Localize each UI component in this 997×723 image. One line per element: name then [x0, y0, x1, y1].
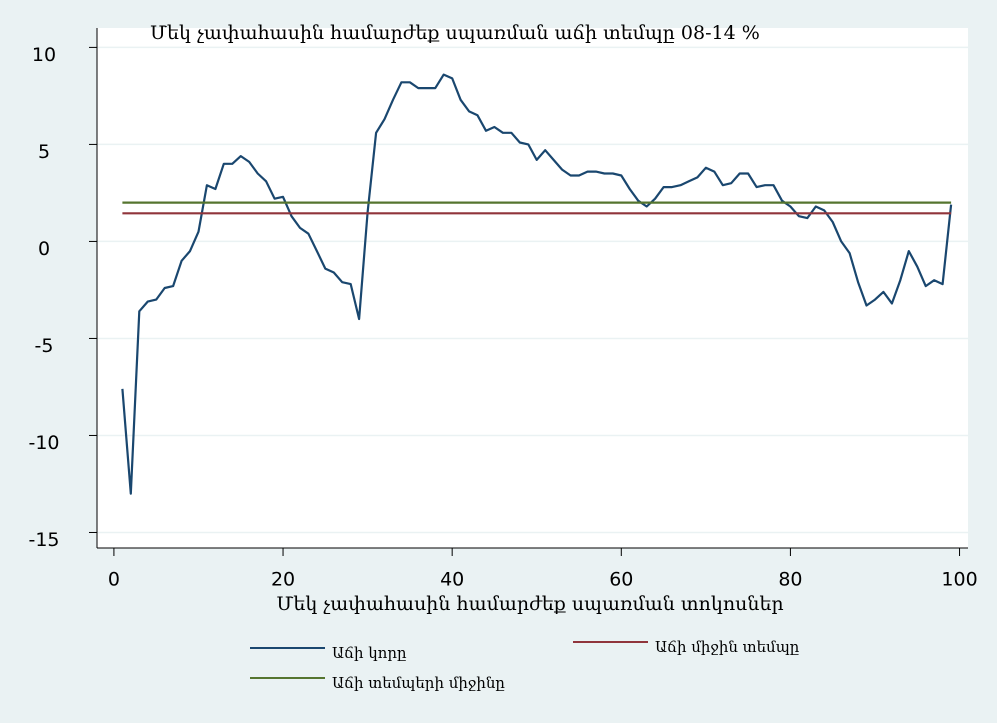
series-line [121, 73, 953, 495]
x-tick-label: 100 [941, 569, 977, 591]
x-axis-label: Մեկ չափահասին համարժեք սպառման տոկոսներ [276, 593, 783, 615]
y-tick-label: -10 [28, 432, 59, 454]
y-tick-label: 10 [32, 44, 56, 66]
legend-label: Աճի կորը [332, 644, 407, 662]
x-tick-label: 60 [609, 569, 633, 591]
legend-label: Աճի միջին տեմպը [655, 638, 800, 656]
legend-label: Աճի տեմպերի միջինը [332, 674, 505, 692]
x-tick-label: 0 [108, 569, 120, 591]
y-tick-label: 0 [38, 238, 50, 260]
y-tick-label: -5 [35, 335, 54, 357]
y-tick-label: -15 [28, 529, 59, 551]
y-tick-label: 5 [38, 141, 50, 163]
chart-title: Մեկ չափահասին համարժեք սպառման աճի տեմպը… [150, 22, 760, 44]
x-tick-label: 20 [271, 569, 295, 591]
x-tick-label: 80 [778, 569, 802, 591]
plot-area [97, 28, 968, 548]
x-tick-label: 40 [440, 569, 464, 591]
